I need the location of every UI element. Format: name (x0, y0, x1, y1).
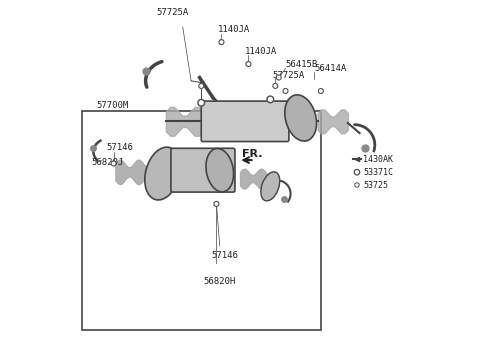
Text: 1430AK: 1430AK (363, 155, 393, 164)
Circle shape (276, 75, 281, 80)
Text: 57700M: 57700M (97, 101, 129, 110)
Circle shape (356, 184, 358, 186)
Circle shape (284, 90, 287, 92)
Text: 57146: 57146 (211, 251, 238, 260)
Circle shape (354, 170, 360, 175)
Text: 56415B: 56415B (286, 60, 318, 69)
Circle shape (199, 101, 203, 104)
Bar (82, 111, 321, 330)
Circle shape (199, 84, 204, 88)
Circle shape (247, 63, 250, 65)
Circle shape (356, 171, 358, 174)
Ellipse shape (285, 95, 316, 141)
Text: 56820J: 56820J (91, 158, 123, 167)
Circle shape (268, 98, 272, 101)
FancyBboxPatch shape (171, 148, 235, 192)
Text: 1140JA: 1140JA (245, 47, 277, 56)
Text: 57146: 57146 (107, 143, 134, 152)
Circle shape (220, 41, 223, 43)
Circle shape (198, 99, 204, 106)
Text: 56414A: 56414A (314, 64, 347, 73)
Circle shape (219, 40, 224, 44)
Text: 57725A: 57725A (272, 70, 304, 80)
Text: 53725: 53725 (363, 181, 388, 189)
Text: FR.: FR. (242, 149, 262, 159)
Circle shape (283, 89, 288, 93)
Circle shape (246, 62, 251, 66)
Circle shape (214, 202, 219, 206)
Circle shape (215, 203, 217, 205)
Circle shape (277, 76, 280, 79)
Ellipse shape (261, 172, 280, 201)
Circle shape (112, 162, 115, 164)
Text: 53371C: 53371C (363, 168, 393, 177)
Circle shape (200, 85, 203, 87)
FancyBboxPatch shape (201, 101, 289, 142)
Text: 56820H: 56820H (203, 277, 235, 286)
Circle shape (267, 96, 274, 103)
Circle shape (355, 183, 359, 187)
Circle shape (274, 85, 276, 87)
Text: 1140JA: 1140JA (218, 25, 251, 34)
Ellipse shape (206, 149, 234, 192)
Circle shape (273, 84, 278, 88)
Circle shape (111, 161, 116, 166)
Circle shape (320, 90, 322, 92)
Ellipse shape (145, 147, 180, 200)
Text: 57725A: 57725A (156, 8, 189, 17)
Circle shape (319, 89, 323, 93)
